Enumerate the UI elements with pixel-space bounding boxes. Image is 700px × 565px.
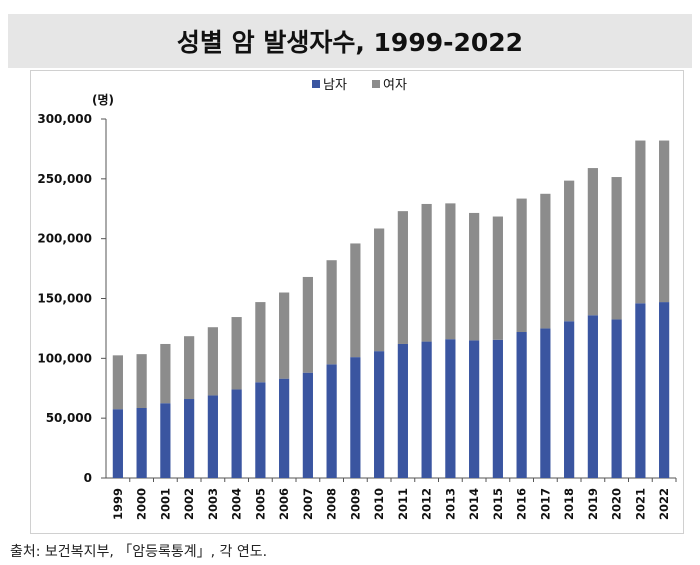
y-tick-label: 100,000 [37, 351, 92, 365]
bar-segment-female [659, 140, 670, 303]
bar-segment-female [302, 276, 313, 373]
bar-segment-female [469, 212, 480, 341]
bar-segment-male [207, 395, 218, 478]
bar-segment-female [397, 211, 408, 344]
x-tick-label: 2011 [396, 488, 410, 520]
x-tick-label: 2009 [348, 488, 362, 520]
y-tick-label: 200,000 [37, 232, 92, 246]
bar-segment-female [445, 203, 456, 340]
x-tick-label: 2015 [491, 488, 505, 520]
bar-segment-male [564, 321, 575, 478]
y-tick-label: 0 [84, 471, 92, 485]
x-tick-label: 2003 [206, 488, 220, 520]
bar-segment-male [421, 341, 432, 478]
x-tick-label: 2012 [420, 488, 434, 520]
bar-segment-female [136, 354, 147, 408]
x-tick-label: 2002 [182, 488, 196, 520]
x-tick-label: 2022 [657, 488, 671, 520]
legend-label-female: 여자 [383, 78, 407, 93]
bar-segment-female [279, 292, 290, 379]
stacked-bar-chart: 0 50,000 100,000 150,000 200,000 250,000 300,0… [37, 78, 677, 520]
bar-segment-female [587, 168, 598, 316]
chart-title: 성별 암 발생자수, 1999-2022 [176, 28, 524, 57]
bar-segment-male [659, 302, 670, 478]
bar-segment-male [635, 303, 646, 478]
bar-segment-male [112, 409, 123, 478]
bar-segment-female [326, 260, 337, 365]
bar-segment-female [374, 228, 385, 352]
bar-segment-male [279, 378, 290, 478]
x-tick-label: 2020 [610, 488, 624, 520]
x-tick-label: 2014 [467, 488, 481, 520]
bar-segment-female [207, 327, 218, 396]
x-tick-label: 1999 [111, 488, 125, 520]
bar-segment-male [136, 407, 147, 478]
bar-segment-male [255, 382, 266, 478]
x-tick-label: 2001 [158, 488, 172, 520]
bar-segment-male [350, 357, 361, 478]
x-tick-label: 2004 [230, 488, 244, 520]
legend-label-male: 남자 [323, 78, 347, 93]
bar-segment-female [160, 343, 171, 404]
x-tick-label: 2018 [562, 488, 576, 520]
bar-segment-male [326, 364, 337, 478]
legend-swatch-male [312, 80, 320, 88]
bar-segment-female [635, 140, 646, 304]
bar-segment-male [160, 403, 171, 478]
bar-segment-male [302, 372, 313, 478]
chart-frame [30, 70, 684, 534]
y-tick-label: 50,000 [46, 411, 92, 425]
bar-segment-female [564, 180, 575, 322]
bar-segment-female [231, 317, 242, 390]
bar-segment-male [587, 315, 598, 478]
x-tick-label: 2019 [586, 488, 600, 520]
bar-segment-male [540, 328, 551, 478]
bar-segment-female [492, 216, 503, 340]
x-tick-label: 2010 [372, 488, 386, 520]
x-tick-label: 2007 [301, 488, 315, 520]
bar-segment-male [374, 351, 385, 478]
bar-segment-female [255, 302, 266, 383]
bar-segment-male [231, 389, 242, 478]
x-tick-label: 2005 [253, 488, 267, 520]
x-tick-label: 2000 [135, 488, 149, 520]
bar-segment-female [184, 336, 195, 400]
bar-segment-female [611, 177, 622, 320]
legend-swatch-female [372, 80, 380, 88]
bar-segment-female [540, 193, 551, 329]
bar-segment-male [611, 319, 622, 478]
bar-segment-male [516, 332, 527, 478]
x-tick-label: 2008 [325, 488, 339, 520]
bar-segment-male [492, 339, 503, 478]
x-tick-label: 2021 [633, 488, 647, 520]
x-tick-label: 2016 [515, 488, 529, 520]
y-unit-label: (명) [92, 93, 114, 107]
bar-segment-male [184, 399, 195, 478]
title-bar: 성별 암 발생자수, 1999-2022 [8, 14, 692, 68]
bar-segment-male [469, 340, 480, 478]
y-tick-label: 300,000 [37, 112, 92, 126]
bar-segment-female [421, 203, 432, 342]
x-tick-label: 2017 [538, 488, 552, 520]
y-tick-label: 150,000 [37, 292, 92, 306]
x-tick-label: 2013 [443, 488, 457, 520]
bar-segment-female [350, 243, 361, 358]
y-tick-label: 250,000 [37, 172, 92, 186]
bar-segment-male [445, 339, 456, 478]
x-tick-label: 2006 [277, 488, 291, 520]
source-note: 출처: 보건복지부, 「암등록통계」, 각 연도. [10, 544, 268, 560]
bar-segment-male [397, 343, 408, 478]
bar-segment-female [516, 198, 527, 333]
bar-segment-female [112, 355, 123, 410]
